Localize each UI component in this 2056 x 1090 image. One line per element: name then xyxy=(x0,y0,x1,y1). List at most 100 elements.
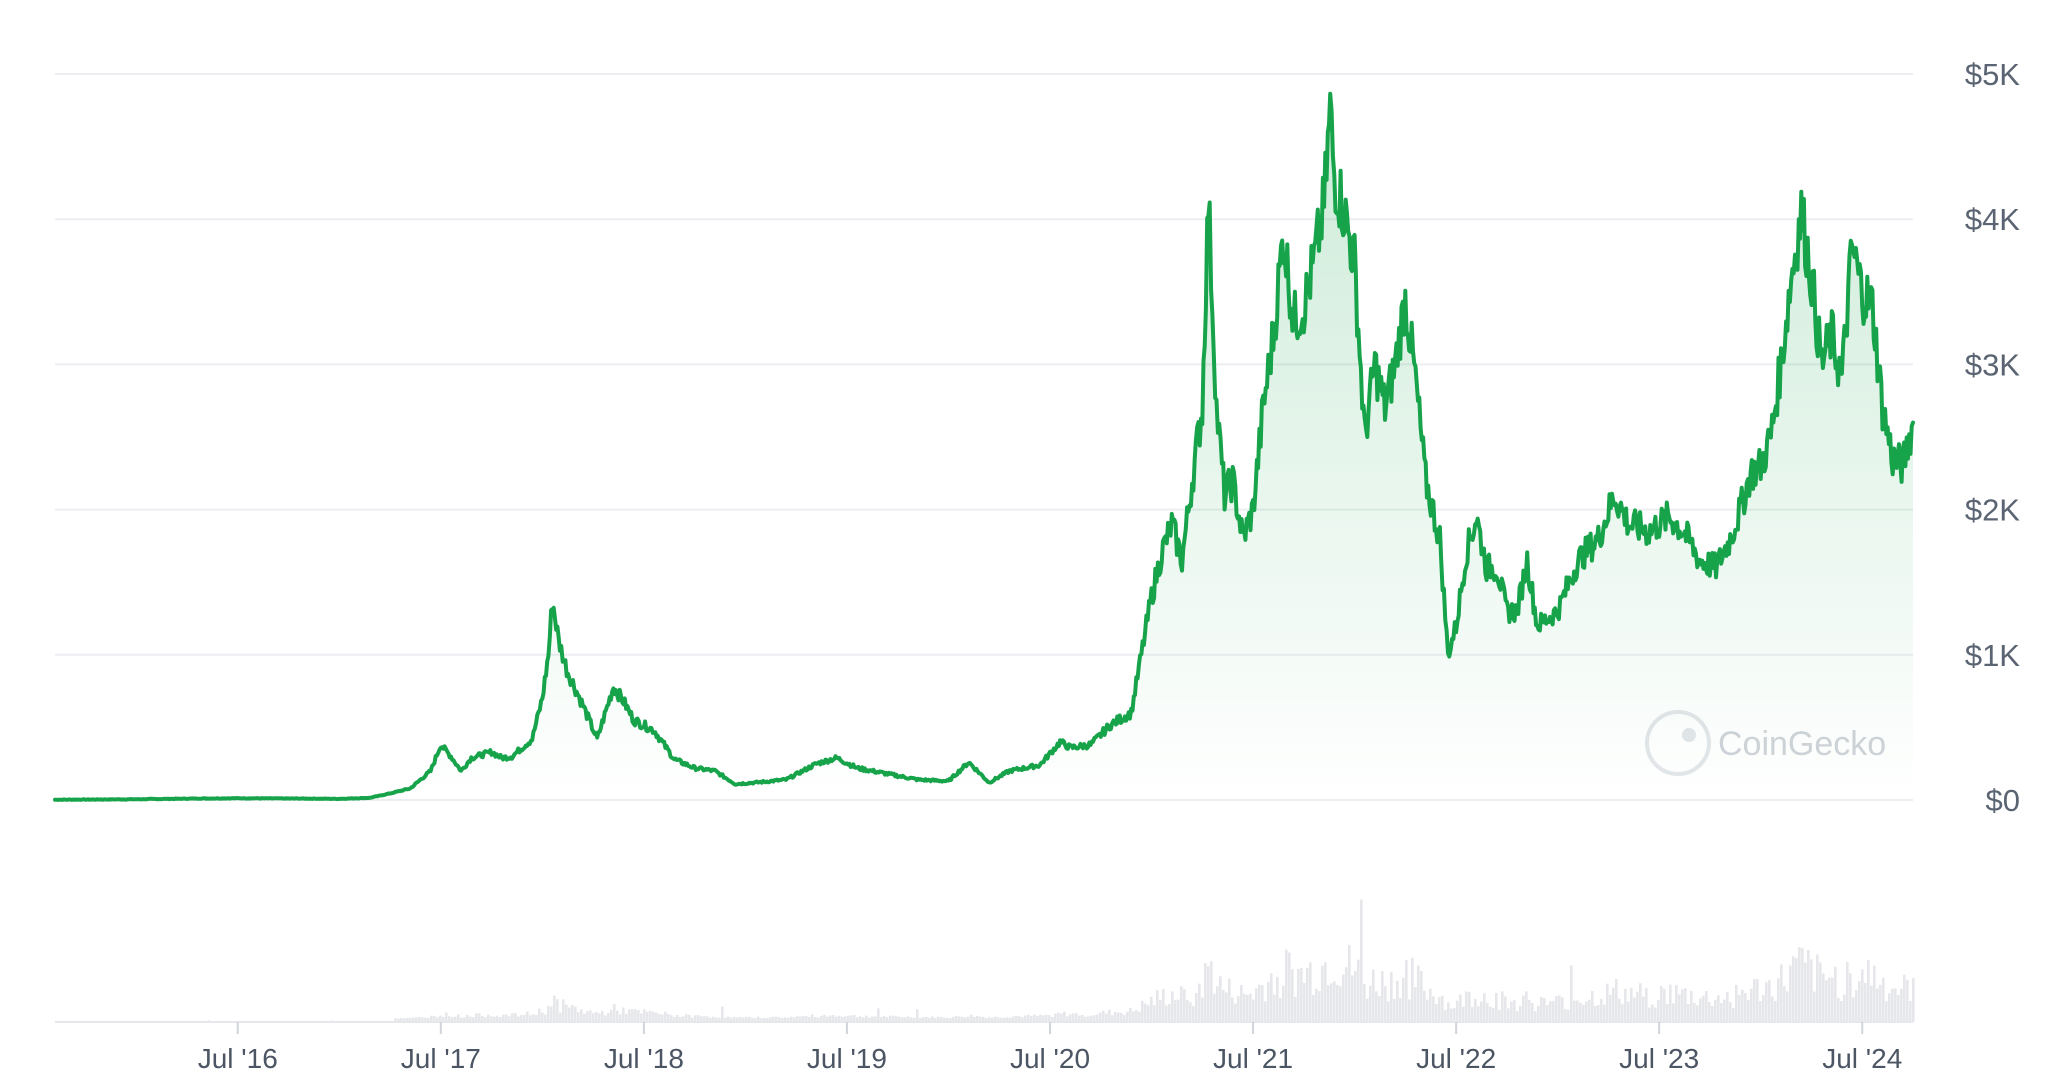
volume-bar xyxy=(427,1017,430,1022)
volume-bar xyxy=(751,1017,754,1022)
volume-bar xyxy=(1108,1009,1111,1022)
volume-bar xyxy=(1591,990,1594,1022)
volume-bar xyxy=(742,1017,745,1022)
volume-bar xyxy=(1465,991,1468,1022)
volume-bar xyxy=(730,1017,733,1022)
volume-bar xyxy=(562,999,565,1022)
volume-bar xyxy=(1519,1005,1522,1022)
volume-bar xyxy=(394,1018,397,1022)
volume-bar xyxy=(1840,1001,1843,1022)
volume-bar xyxy=(1273,994,1276,1022)
volume-bar xyxy=(1783,986,1786,1022)
volume-bar xyxy=(598,1013,601,1022)
volume-bar xyxy=(793,1017,796,1022)
volume-bar xyxy=(1756,979,1759,1022)
volume-bar xyxy=(1456,1000,1459,1022)
volume-bar xyxy=(403,1018,406,1022)
volume-bar xyxy=(1072,1013,1075,1022)
volume-bar xyxy=(1228,978,1231,1022)
volume-bar xyxy=(580,1009,583,1022)
volume-bar xyxy=(1315,988,1318,1022)
volume-bar xyxy=(763,1017,766,1022)
volume-bar xyxy=(1750,988,1753,1022)
volume-bar xyxy=(1246,995,1249,1022)
volume-bar xyxy=(931,1016,934,1022)
volume-bar xyxy=(1000,1017,1003,1022)
volume-bar xyxy=(1813,991,1816,1022)
volume-bar xyxy=(1678,994,1681,1022)
volume-bar xyxy=(1651,1004,1654,1022)
volume-bar xyxy=(559,1012,562,1022)
volume-bars xyxy=(55,899,1915,1023)
volume-bar xyxy=(1864,983,1867,1022)
volume-bar xyxy=(604,1015,607,1022)
volume-bar xyxy=(1075,1013,1078,1022)
volume-bar xyxy=(1609,994,1612,1022)
volume-bar xyxy=(1159,999,1162,1022)
volume-bar xyxy=(1369,985,1372,1022)
volume-bar xyxy=(1354,970,1357,1022)
volume-bar xyxy=(898,1016,901,1022)
volume-bar xyxy=(1405,960,1408,1022)
volume-bar xyxy=(1531,1003,1534,1022)
volume-bar xyxy=(1147,1005,1150,1022)
volume-bar xyxy=(709,1017,712,1022)
volume-bar xyxy=(1606,983,1609,1022)
volume-bar xyxy=(1549,1001,1552,1022)
volume-bar xyxy=(1375,991,1378,1022)
volume-bar xyxy=(1129,1007,1132,1022)
volume-bar xyxy=(1537,1005,1540,1022)
volume-bar xyxy=(1564,1009,1567,1022)
volume-bar xyxy=(1381,971,1384,1022)
volume-bar xyxy=(1348,944,1351,1022)
volume-bar xyxy=(400,1017,403,1022)
volume-bar xyxy=(874,1016,877,1022)
volume-bar xyxy=(1690,991,1693,1022)
volume-bar xyxy=(583,1013,586,1022)
volume-bar xyxy=(1765,982,1768,1022)
volume-bar xyxy=(1771,996,1774,1022)
volume-bar xyxy=(661,1014,664,1022)
volume-bar xyxy=(610,1009,613,1022)
volume-bar xyxy=(1300,967,1303,1022)
volume-bar xyxy=(544,1014,547,1022)
volume-bar xyxy=(1378,996,1381,1022)
volume-bar xyxy=(541,1012,544,1022)
volume-bar xyxy=(1810,959,1813,1022)
volume-bar xyxy=(1120,1012,1123,1022)
volume-bar xyxy=(1675,985,1678,1022)
x-tick-label: Jul '18 xyxy=(604,1043,684,1074)
volume-bar xyxy=(1903,974,1906,1022)
volume-bar xyxy=(1912,978,1915,1022)
x-tick-label: Jul '20 xyxy=(1010,1043,1090,1074)
volume-bar xyxy=(466,1015,469,1022)
volume-bar xyxy=(475,1013,478,1022)
x-tick-label: Jul '16 xyxy=(198,1043,278,1074)
volume-bar xyxy=(1111,1015,1114,1022)
volume-bar xyxy=(1726,991,1729,1022)
volume-bar xyxy=(1729,1002,1732,1022)
volume-bar xyxy=(499,1017,502,1022)
volume-bar xyxy=(1213,993,1216,1022)
volume-bar xyxy=(529,1015,532,1022)
volume-bar xyxy=(406,1017,409,1022)
volume-bar xyxy=(655,1012,658,1022)
volume-bar xyxy=(733,1016,736,1022)
volume-bar xyxy=(1615,978,1618,1022)
volume-bar xyxy=(622,1007,625,1022)
volume-bar xyxy=(616,1010,619,1022)
volume-bar xyxy=(1717,995,1720,1022)
volume-bar xyxy=(925,1016,928,1022)
volume-bar xyxy=(946,1017,949,1022)
volume-bar xyxy=(1552,1000,1555,1022)
volume-bar xyxy=(697,1015,700,1022)
volume-bar xyxy=(1360,899,1363,1022)
volume-bar xyxy=(1693,1002,1696,1022)
volume-bar xyxy=(1039,1014,1042,1022)
volume-bar xyxy=(1540,997,1543,1022)
volume-bar xyxy=(1579,1002,1582,1022)
volume-bar xyxy=(1096,1014,1099,1022)
volume-bar xyxy=(646,1011,649,1022)
volume-bar xyxy=(1873,965,1876,1022)
volume-bar xyxy=(1156,990,1159,1022)
